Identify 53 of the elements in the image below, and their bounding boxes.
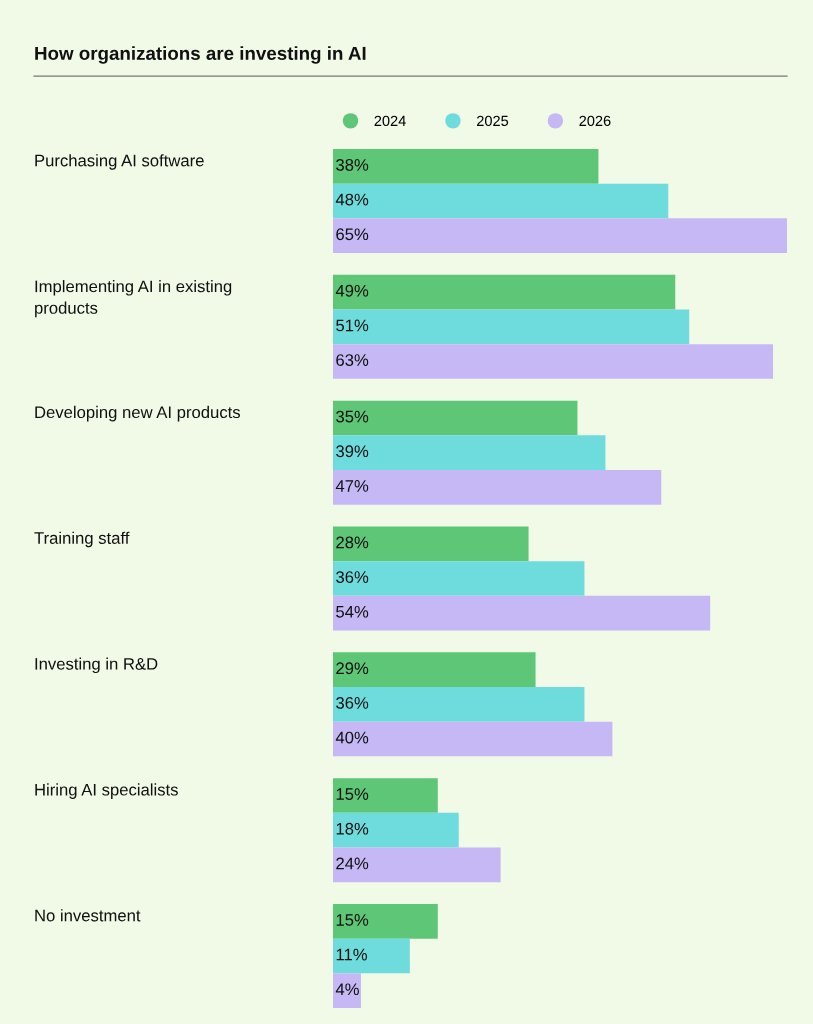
bar: [333, 470, 662, 505]
bar: [333, 309, 690, 345]
data-label: 4%: [335, 983, 359, 996]
data-label: 40%: [335, 731, 369, 744]
bar: [333, 595, 711, 631]
bar: [333, 218, 787, 253]
bar: [333, 435, 606, 470]
data-label: 48%: [335, 193, 369, 206]
bar: [333, 274, 676, 310]
bar: [333, 812, 459, 848]
legend-label: 2024: [374, 115, 406, 127]
data-label: 49%: [335, 284, 369, 297]
y-tick-label: No investment: [35, 909, 141, 922]
data-label: 24%: [336, 857, 369, 870]
bar: [333, 344, 774, 379]
bar: [333, 652, 536, 687]
bar: [333, 847, 501, 883]
data-label: 63%: [336, 354, 369, 366]
legend-label: 2026: [579, 115, 611, 127]
data-label: 35%: [336, 410, 369, 423]
data-label: 18%: [336, 822, 369, 835]
chart-title: How organizations are investing in AI: [35, 46, 366, 64]
bar: [333, 183, 669, 219]
data-label: 28%: [336, 536, 369, 549]
legend-label: 2025: [477, 115, 509, 127]
data-label: 65%: [336, 228, 369, 241]
data-label: 51%: [336, 319, 369, 332]
bar: [333, 938, 410, 974]
data-label: 36%: [336, 571, 369, 583]
bar: [333, 561, 585, 596]
y-tick-label: Developing new AI products: [35, 405, 241, 422]
bar: [333, 149, 599, 184]
bar: [333, 687, 585, 722]
data-label: 11%: [336, 948, 367, 961]
data-label: 54%: [336, 605, 369, 618]
data-label: 29%: [336, 662, 369, 675]
bar: [333, 721, 613, 757]
bar: [333, 904, 438, 939]
data-label: 47%: [335, 480, 369, 492]
y-tick-label: Investing in R&D: [35, 657, 158, 674]
y-tick-label: Implementing AI in existing products: [35, 280, 232, 318]
data-label: 15%: [336, 914, 369, 926]
data-label: 38%: [336, 159, 369, 171]
y-tick-label: Training staff: [34, 531, 130, 548]
data-label: 15%: [336, 788, 369, 800]
data-label: 36%: [336, 697, 369, 709]
y-tick-label: Purchasing AI software: [35, 154, 204, 170]
y-tick-label: Hiring AI specialists: [35, 783, 178, 799]
bar: [333, 973, 361, 1008]
bar: [333, 778, 438, 813]
bar: [333, 526, 529, 562]
data-label: 39%: [336, 445, 369, 458]
bar: [333, 400, 578, 436]
